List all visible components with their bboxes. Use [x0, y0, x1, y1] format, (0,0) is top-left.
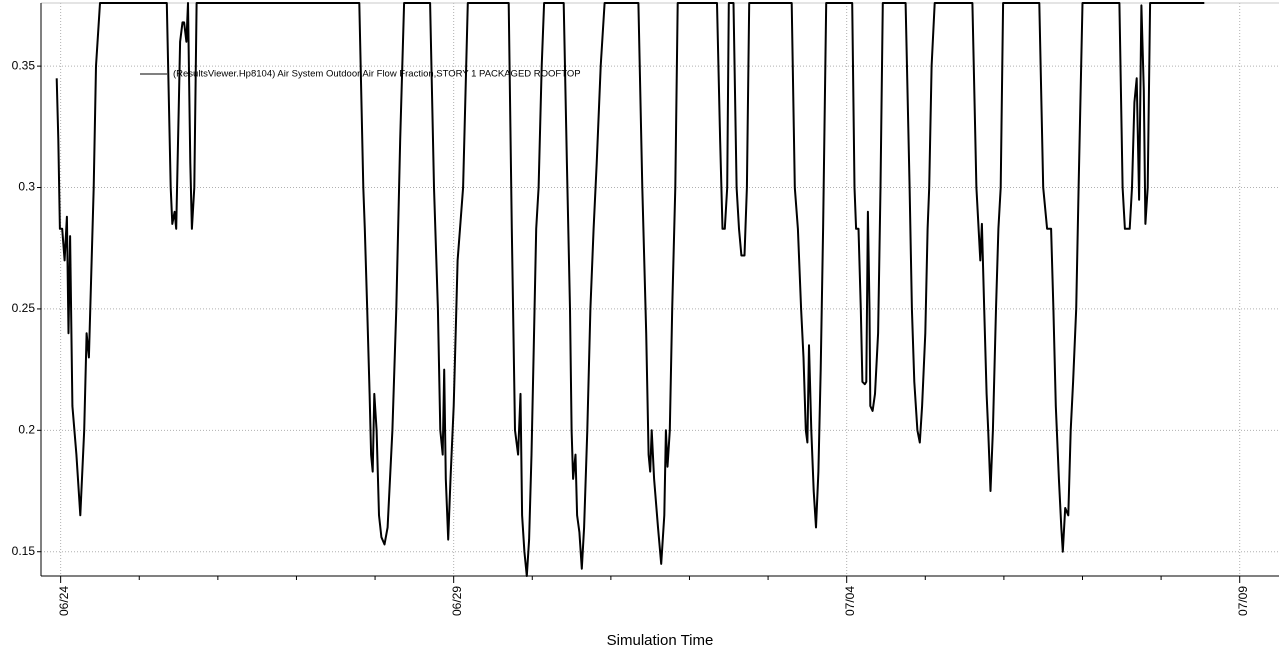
- x-tick-label: 07/09: [1236, 586, 1250, 616]
- x-axis-title: Simulation Time: [607, 632, 714, 649]
- y-axis-ticks: 0.15 0.2 0.25 0.3 0.35: [12, 58, 41, 558]
- y-tick-label: 0.3: [18, 180, 35, 194]
- x-tick-label: 06/29: [450, 586, 464, 616]
- y-tick-label: 0.35: [12, 58, 36, 72]
- x-axis-ticks: 06/24 06/29 07/04 07/09: [57, 576, 1250, 616]
- x-gridlines: [60, 3, 1241, 576]
- y-tick-label: 0.25: [12, 301, 36, 315]
- series-line-outdoor-air-flow-fraction: [55, 2, 1205, 577]
- y-tick-label: 0.15: [12, 544, 36, 558]
- x-tick-label: 06/24: [57, 586, 71, 616]
- x-tick-label: 07/04: [843, 586, 857, 616]
- legend-label: (ResultsViewer.Hp8104) Air System Outdoo…: [173, 69, 581, 80]
- y-tick-label: 0.2: [18, 422, 35, 436]
- x-axis-minor-ticks: [138, 576, 1162, 580]
